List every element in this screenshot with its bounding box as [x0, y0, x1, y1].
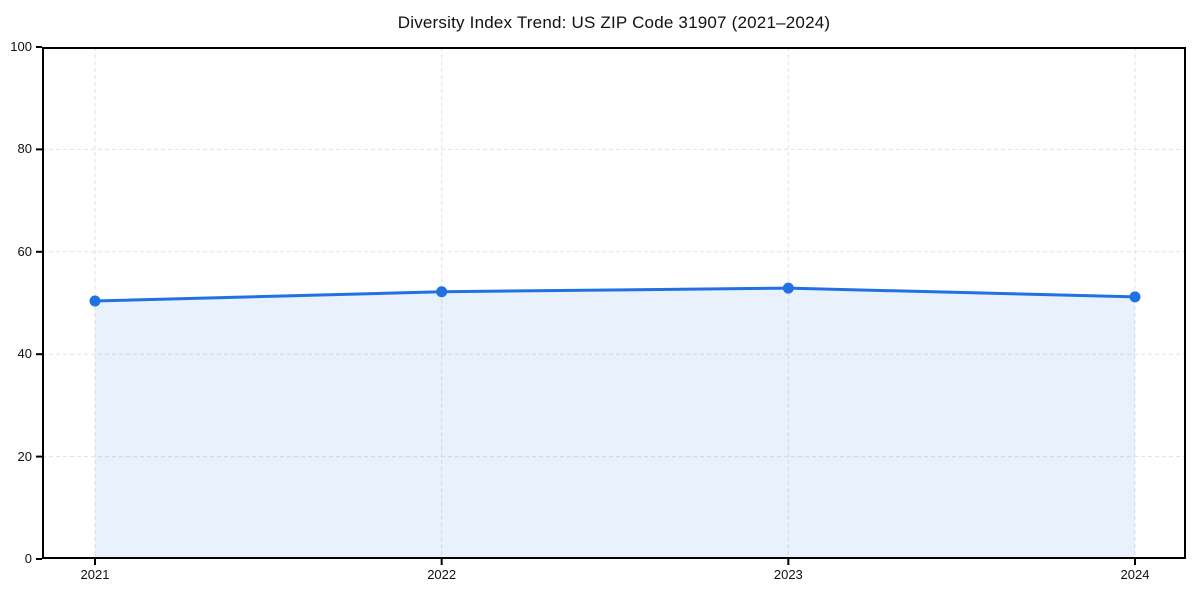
y-tick-label: 80	[17, 141, 32, 157]
series-data-point	[436, 286, 448, 298]
y-tick-label: 40	[17, 346, 32, 362]
y-tick-label: 60	[17, 243, 32, 259]
series-data-point	[89, 295, 101, 307]
series-data-point	[782, 282, 794, 294]
y-tick-label: 100	[10, 39, 32, 54]
y-tick-label: 20	[17, 448, 32, 464]
x-tick-label: 2023	[773, 567, 803, 582]
series-area-fill	[95, 288, 1135, 559]
series-line	[93, 286, 1137, 303]
x-tick-label: 2024	[1120, 567, 1150, 582]
x-tick-label: 2022	[427, 567, 457, 582]
chart-canvas	[36, 46, 1186, 565]
plot-area	[36, 46, 1186, 565]
series-data-point	[1129, 291, 1141, 303]
plot-frame	[42, 47, 1186, 559]
y-tick-label: 0	[24, 551, 32, 566]
chart-title: Diversity Index Trend: US ZIP Code 31907…	[397, 13, 831, 32]
x-tick-label: 2021	[80, 567, 110, 582]
